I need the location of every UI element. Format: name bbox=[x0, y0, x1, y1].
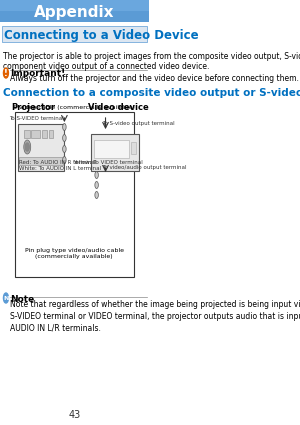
Text: 43: 43 bbox=[68, 410, 80, 420]
Circle shape bbox=[63, 124, 66, 130]
Circle shape bbox=[63, 145, 66, 153]
FancyBboxPatch shape bbox=[19, 157, 63, 165]
Text: Projector: Projector bbox=[12, 103, 56, 112]
FancyBboxPatch shape bbox=[91, 134, 139, 171]
Circle shape bbox=[95, 181, 98, 189]
FancyBboxPatch shape bbox=[0, 0, 148, 22]
Text: Appendix: Appendix bbox=[34, 5, 115, 20]
Text: To S-video output terminal: To S-video output terminal bbox=[102, 121, 174, 125]
Text: The projector is able to project images from the composite video output, S-video: The projector is able to project images … bbox=[3, 52, 300, 71]
Text: Yellow: To VIDEO terminal: Yellow: To VIDEO terminal bbox=[73, 159, 143, 164]
Text: Note: Note bbox=[10, 295, 34, 304]
Circle shape bbox=[4, 68, 8, 78]
Circle shape bbox=[95, 192, 98, 198]
FancyBboxPatch shape bbox=[42, 130, 46, 138]
Circle shape bbox=[4, 293, 8, 303]
Text: Connecting to a Video Device: Connecting to a Video Device bbox=[4, 28, 199, 42]
Text: Always turn off the projector and the video device before connecting them.: Always turn off the projector and the vi… bbox=[10, 74, 299, 83]
Circle shape bbox=[24, 140, 31, 154]
FancyBboxPatch shape bbox=[49, 130, 52, 138]
Text: N: N bbox=[3, 296, 9, 301]
Text: Connection to a composite video output or S-video output: Connection to a composite video output o… bbox=[3, 88, 300, 98]
FancyBboxPatch shape bbox=[0, 0, 148, 11]
Text: To S-VIDEO terminal: To S-VIDEO terminal bbox=[9, 116, 63, 121]
FancyBboxPatch shape bbox=[131, 142, 136, 154]
FancyBboxPatch shape bbox=[18, 124, 64, 171]
Text: Pin plug type video/audio cable
(commercially available): Pin plug type video/audio cable (commerc… bbox=[25, 248, 124, 259]
Text: Important!: Important! bbox=[10, 69, 65, 78]
FancyBboxPatch shape bbox=[24, 130, 30, 138]
Text: Red: To AUDIO IN R terminal: Red: To AUDIO IN R terminal bbox=[19, 159, 96, 164]
FancyBboxPatch shape bbox=[2, 26, 147, 42]
Text: White: To AUDIO IN L terminal: White: To AUDIO IN L terminal bbox=[19, 165, 101, 170]
Circle shape bbox=[25, 143, 29, 151]
Text: Video device: Video device bbox=[88, 103, 148, 112]
FancyBboxPatch shape bbox=[31, 130, 40, 138]
Circle shape bbox=[95, 172, 98, 178]
Circle shape bbox=[63, 156, 66, 164]
Circle shape bbox=[63, 134, 66, 142]
Text: Note that regardless of whether the image being projected is being input via the: Note that regardless of whether the imag… bbox=[10, 300, 300, 333]
FancyBboxPatch shape bbox=[94, 140, 129, 158]
Text: S-video cable (commercially available): S-video cable (commercially available) bbox=[14, 105, 135, 110]
Text: To video/audio output terminal: To video/audio output terminal bbox=[102, 165, 186, 170]
Text: !: ! bbox=[4, 69, 8, 78]
